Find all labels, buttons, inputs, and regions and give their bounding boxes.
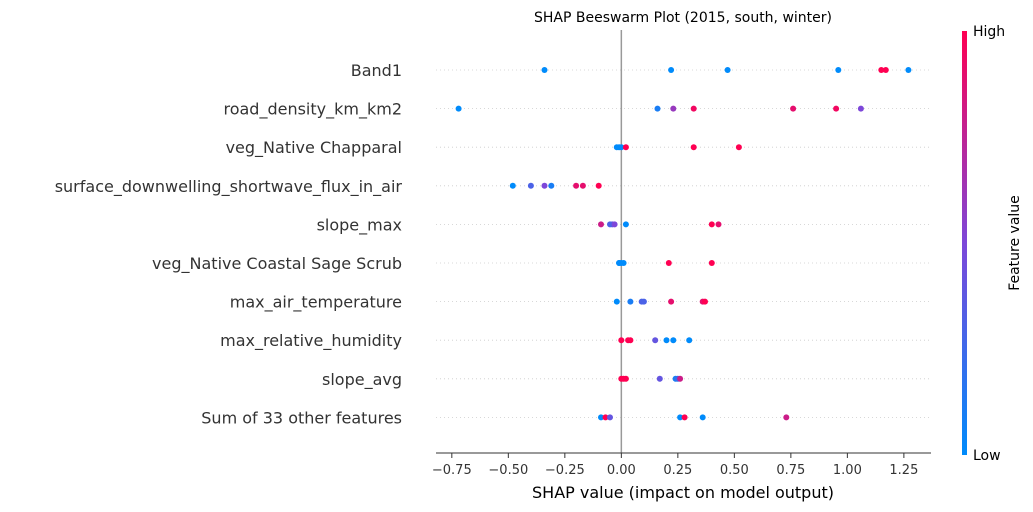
shap-point xyxy=(724,67,731,73)
shap-point xyxy=(677,414,684,421)
shap-point xyxy=(640,298,647,305)
x-tick-label: −0.75 xyxy=(432,463,472,478)
shap-point xyxy=(790,105,797,112)
shap-point xyxy=(665,260,672,266)
x-axis-label: SHAP value (impact on model output) xyxy=(532,483,834,502)
shap-point xyxy=(622,375,629,382)
shap-point xyxy=(677,375,684,382)
shap-point xyxy=(735,144,742,151)
shap-point xyxy=(573,182,580,189)
feature-label: surface_downwelling_shortwave_flux_in_ai… xyxy=(55,177,403,197)
shap-point xyxy=(602,414,609,421)
shap-point xyxy=(627,298,634,305)
shap-point xyxy=(835,67,842,73)
shap-point xyxy=(783,414,790,421)
shap-point xyxy=(670,337,677,344)
feature-label: veg_Native Coastal Sage Scrub xyxy=(152,254,402,274)
x-tick-label: 0.25 xyxy=(663,463,692,478)
shap-point xyxy=(618,337,625,344)
shap-point xyxy=(607,221,613,228)
x-tick-label: 1.00 xyxy=(833,463,862,478)
x-axis-ticks: −0.75 −0.50 −0.25 0.00 0.25 0.50 0.75 1.00 1.25 xyxy=(432,453,918,478)
shap-point xyxy=(613,144,620,151)
shap-point xyxy=(622,144,629,151)
shap-point xyxy=(607,414,613,421)
colorbar xyxy=(962,31,967,455)
colorbar-title: Feature value xyxy=(1007,195,1023,291)
shap-point xyxy=(670,105,677,112)
feature-label: slope_avg xyxy=(322,370,402,390)
shap-point xyxy=(663,337,670,344)
x-tick-label: 0.50 xyxy=(720,463,749,478)
shap-point xyxy=(715,221,722,228)
feature-rows: Band1 road_density_km_km2 veg_Native Chapp… xyxy=(55,61,931,427)
shap-point xyxy=(668,298,675,305)
shap-point xyxy=(509,182,516,189)
shap-point xyxy=(548,182,555,189)
shap-point xyxy=(595,182,602,189)
shap-point xyxy=(833,105,840,112)
shap-point xyxy=(598,221,604,228)
shap-point xyxy=(708,260,715,266)
shap-point xyxy=(690,144,697,151)
x-tick-label: 1.25 xyxy=(889,463,918,478)
points-layer xyxy=(455,67,912,421)
shap-point xyxy=(613,298,620,305)
shap-point xyxy=(598,414,604,421)
shap-point xyxy=(686,337,693,344)
shap-point xyxy=(652,337,659,344)
colorbar-low-label: Low xyxy=(973,448,1001,464)
shap-point xyxy=(654,105,661,112)
shap-point xyxy=(702,298,708,305)
feature-label: road_density_km_km2 xyxy=(223,100,402,120)
shap-point xyxy=(455,105,462,112)
feature-label: veg_Native Chapparal xyxy=(226,138,402,158)
shap-point xyxy=(618,144,625,151)
shap-point xyxy=(622,221,629,228)
shap-point xyxy=(882,67,889,73)
shap-point xyxy=(905,67,912,73)
chart-title: SHAP Beeswarm Plot (2015, south, winter) xyxy=(534,10,832,26)
shap-point xyxy=(668,67,675,73)
feature-label: max_air_temperature xyxy=(230,293,402,313)
shap-point xyxy=(878,67,885,73)
shap-point xyxy=(708,221,715,228)
shap-point xyxy=(699,414,706,421)
colorbar-high-label: High xyxy=(973,24,1005,40)
shap-point xyxy=(541,182,548,189)
shap-point xyxy=(656,375,663,382)
shap-point xyxy=(857,105,864,112)
feature-label: max_relative_humidity xyxy=(220,331,402,351)
shap-point xyxy=(611,221,618,228)
shap-point xyxy=(527,182,534,189)
shap-point xyxy=(690,105,697,112)
shap-point xyxy=(541,67,548,73)
feature-label: Sum of 33 other features xyxy=(201,408,402,427)
x-tick-label: −0.25 xyxy=(545,463,585,478)
shap-point xyxy=(579,182,586,189)
feature-label: slope_max xyxy=(317,215,402,235)
x-tick-label: 0.00 xyxy=(607,463,636,478)
shap-point xyxy=(681,414,688,421)
x-tick-label: −0.50 xyxy=(488,463,528,478)
shap-point xyxy=(620,260,627,266)
shap-point xyxy=(627,337,634,344)
x-tick-label: 0.75 xyxy=(776,463,805,478)
feature-label: Band1 xyxy=(351,61,402,80)
